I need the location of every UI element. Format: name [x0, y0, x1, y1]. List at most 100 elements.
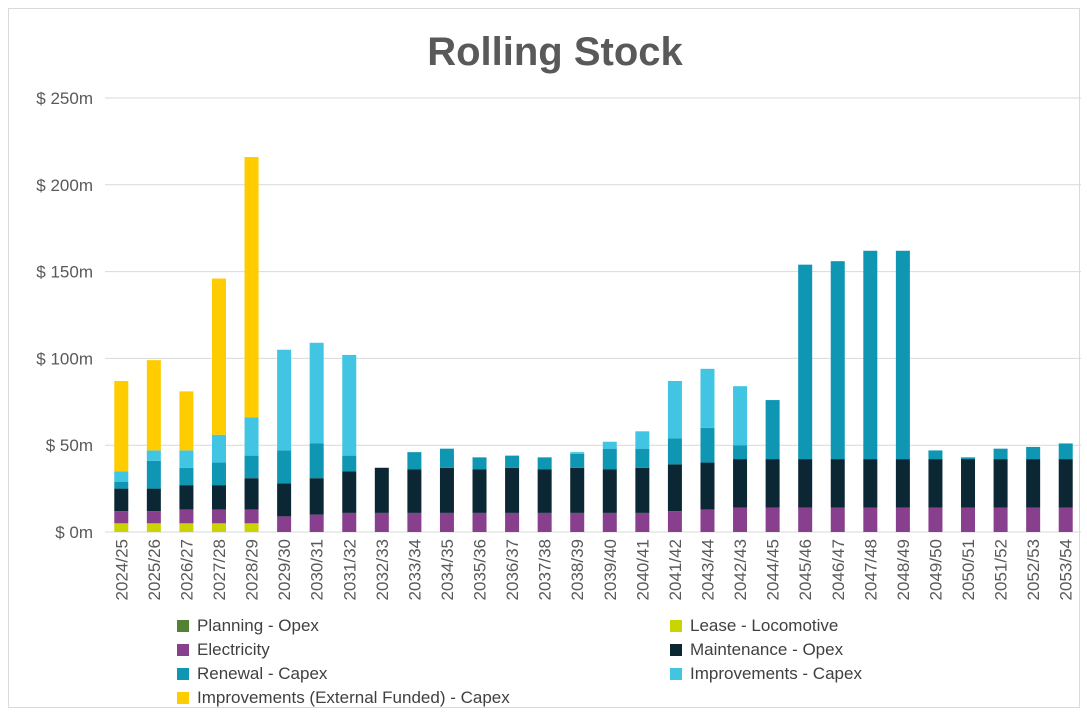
bar-segment — [1026, 459, 1041, 508]
bar-segment — [277, 349, 292, 451]
bar-segment — [537, 469, 552, 513]
bar-segment — [928, 459, 943, 508]
legend-label: Maintenance - Opex — [690, 640, 844, 659]
x-tick-label: 2051/52 — [992, 539, 1011, 600]
bar-segment — [765, 400, 780, 460]
rolling-stock-chart: Rolling Stock $ 0m $ 50m $ 100m $ 150m $ 200… — [36, 30, 1081, 707]
legend-swatch — [177, 692, 189, 704]
bar-segment — [179, 523, 194, 532]
bar-segment — [635, 512, 650, 532]
bar-segment — [928, 507, 943, 532]
bar-segment — [211, 485, 226, 510]
bar-segment — [1058, 459, 1073, 508]
bar-segment — [505, 455, 520, 468]
x-tick-label: 2042/43 — [731, 539, 750, 600]
bar-segment — [700, 462, 715, 510]
bar-segment — [211, 434, 226, 463]
y-tick-label: $ 200m — [36, 176, 93, 195]
bar-segment — [1058, 507, 1073, 532]
bar-segment — [667, 464, 682, 512]
bar-segment — [179, 467, 194, 486]
bar-segment — [342, 471, 357, 513]
bar-segment — [407, 452, 422, 470]
bar-segment — [277, 516, 292, 532]
legend-label: Electricity — [197, 640, 270, 659]
x-tick-label: 2031/32 — [340, 539, 359, 600]
bar-segment — [179, 391, 194, 451]
legend-swatch — [177, 644, 189, 656]
bar-segment — [211, 278, 226, 435]
bar-segment — [146, 460, 161, 489]
bar-segment — [146, 488, 161, 512]
bar-segment — [700, 427, 715, 463]
bar-segment — [733, 386, 748, 446]
bar-segment — [961, 459, 976, 508]
legend-label: Planning - Opex — [197, 616, 319, 635]
bar-segment — [505, 512, 520, 532]
bar-segment — [472, 469, 487, 513]
bar-segment — [765, 507, 780, 532]
bar-segment — [179, 485, 194, 510]
x-tick-label: 2037/38 — [536, 539, 555, 600]
x-tick-label: 2038/39 — [568, 539, 587, 600]
bar-segment — [211, 509, 226, 524]
x-tick-label: 2049/50 — [926, 539, 945, 600]
bar-segment — [830, 261, 845, 460]
x-tick-label: 2028/29 — [243, 539, 262, 600]
bar-segment — [700, 368, 715, 428]
bar-segment — [1026, 446, 1041, 460]
bar-segment — [830, 507, 845, 532]
legend-swatch — [177, 668, 189, 680]
x-tick-label: 2050/51 — [959, 539, 978, 600]
bar-segment — [602, 469, 617, 513]
legend-swatch — [177, 620, 189, 632]
x-tick-label: 2033/34 — [405, 539, 424, 600]
x-tick-label: 2046/47 — [829, 539, 848, 600]
bar-segment — [114, 481, 129, 489]
bar-segment — [895, 250, 910, 460]
x-tick-label: 2048/49 — [894, 539, 913, 600]
x-tick-label: 2040/41 — [633, 539, 652, 600]
x-tick-label: 2030/31 — [308, 539, 327, 600]
x-axis-tick-labels: 2024/25 2025/26 2026/27 2027/28 2028/29 2029/… — [112, 539, 1075, 600]
legend-label: Improvements (External Funded) - Capex — [197, 688, 510, 707]
chart-frame: Rolling Stock $ 0m $ 50m $ 100m $ 150m $ 200… — [8, 8, 1081, 708]
bar-segment — [179, 450, 194, 468]
bar-segment — [863, 507, 878, 532]
bar-segment — [342, 354, 357, 456]
bar-segment — [374, 467, 389, 513]
x-tick-label: 2036/37 — [503, 539, 522, 600]
bar-segment — [244, 478, 259, 510]
bar-segment — [309, 478, 324, 515]
bar-segment — [472, 457, 487, 470]
bar-segment — [472, 512, 487, 532]
bar-segment — [602, 441, 617, 449]
bar-segment — [244, 157, 259, 418]
bar-segment — [114, 380, 129, 472]
bar-segment — [114, 511, 129, 524]
bar-segment — [765, 459, 780, 508]
bar-segment — [342, 455, 357, 472]
bar-segment — [635, 448, 650, 468]
bar-segment — [700, 509, 715, 532]
bar-segment — [114, 488, 129, 512]
bar-segment — [895, 459, 910, 508]
bar-segment — [733, 445, 748, 460]
bar-segment — [309, 514, 324, 532]
bar-segment — [407, 469, 422, 513]
legend-label: Lease - Locomotive — [690, 616, 838, 635]
grid-lines — [105, 97, 1081, 533]
y-tick-label: $ 100m — [36, 349, 93, 368]
bar-segment — [798, 507, 813, 532]
x-tick-label: 2024/25 — [112, 539, 131, 600]
bar-segment — [667, 438, 682, 465]
bar-segment — [830, 459, 845, 508]
bar-segment — [146, 523, 161, 532]
bar-segment — [505, 467, 520, 513]
bar-segment — [733, 507, 748, 532]
bar-segment — [146, 511, 161, 524]
bar-segment — [439, 467, 454, 513]
bar-segment — [602, 448, 617, 470]
bar-segment — [798, 264, 813, 460]
bar-segment — [439, 512, 454, 532]
